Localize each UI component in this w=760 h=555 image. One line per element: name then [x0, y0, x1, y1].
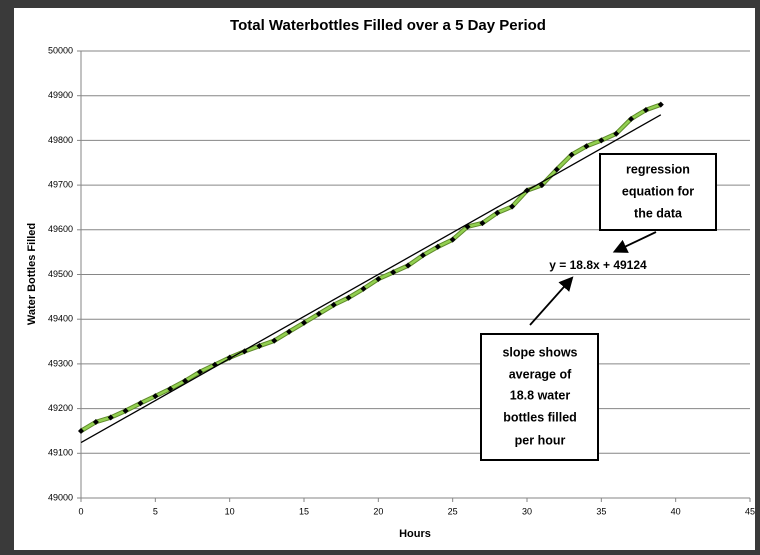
x-tick-label: 40 [671, 506, 681, 516]
annotation-text: equation for [622, 184, 694, 198]
data-marker [405, 262, 412, 269]
data-marker [301, 319, 307, 326]
y-tick-label: 49500 [48, 269, 73, 279]
y-tick-label: 49800 [48, 135, 73, 145]
data-marker [479, 220, 486, 227]
data-marker [657, 101, 664, 108]
y-tick-label: 49200 [48, 403, 73, 413]
data-marker [390, 269, 397, 276]
data-marker [107, 414, 114, 421]
data-marker [78, 427, 84, 434]
x-axis-label: Hours [399, 528, 431, 540]
data-marker [315, 310, 322, 317]
x-tick-label: 35 [596, 506, 606, 516]
data-marker [434, 243, 441, 250]
annotation-box [480, 333, 599, 461]
chart-title: Total Waterbottles Filled over a 5 Day P… [230, 17, 546, 34]
x-tick-label: 10 [225, 506, 235, 516]
data-marker [583, 143, 590, 150]
annotation-text: bottles filled [503, 410, 577, 424]
x-tick-label: 25 [448, 506, 458, 516]
y-axis-label: Water Bottles Filled [26, 223, 38, 325]
data-marker [509, 203, 516, 210]
annotation-box [599, 153, 717, 231]
data-marker [375, 275, 382, 282]
y-tick-label: 49100 [48, 448, 73, 458]
trendline-equation: y = 18.8x + 49124 [549, 258, 647, 272]
data-marker [345, 294, 352, 301]
data-marker [286, 328, 293, 335]
chart-background [14, 8, 755, 550]
data-marker [271, 337, 278, 344]
annotation-text: 18.8 water [510, 388, 571, 402]
data-marker [137, 400, 144, 407]
data-marker [152, 393, 159, 400]
data-marker [256, 343, 263, 350]
y-tick-label: 49700 [48, 179, 73, 189]
annotation-text: the data [634, 206, 683, 220]
data-marker [613, 130, 620, 137]
annotation-text: regression [626, 162, 690, 176]
x-tick-label: 15 [299, 506, 309, 516]
data-marker [196, 368, 203, 375]
data-marker [642, 107, 649, 114]
annotation-arrow [612, 231, 657, 253]
x-tick-label: 5 [153, 506, 158, 516]
data-marker [568, 151, 575, 158]
y-tick-label: 50000 [48, 45, 73, 55]
y-tick-label: 49400 [48, 314, 73, 324]
y-tick-label: 49300 [48, 358, 73, 368]
annotation-arrow [529, 276, 574, 326]
data-marker [553, 166, 560, 173]
trendline [80, 114, 662, 444]
data-marker [598, 137, 605, 144]
y-tick-label: 49900 [48, 90, 73, 100]
data-marker [330, 301, 337, 308]
x-tick-label: 0 [78, 506, 83, 516]
data-marker [122, 407, 129, 414]
x-tick-label: 20 [373, 506, 383, 516]
annotation-text: per hour [515, 433, 566, 447]
annotation-text: average of [509, 367, 572, 381]
y-tick-label: 49000 [48, 492, 73, 502]
series-line [80, 103, 662, 432]
x-tick-label: 30 [522, 506, 532, 516]
data-marker [494, 209, 501, 216]
y-tick-label: 49600 [48, 224, 73, 234]
data-marker [449, 236, 456, 243]
data-marker [167, 385, 174, 392]
data-marker [92, 419, 99, 426]
data-marker [419, 252, 426, 259]
annotation-text: slope shows [502, 345, 577, 359]
data-marker [360, 285, 367, 292]
x-tick-label: 45 [745, 506, 755, 516]
data-marker [628, 115, 635, 122]
